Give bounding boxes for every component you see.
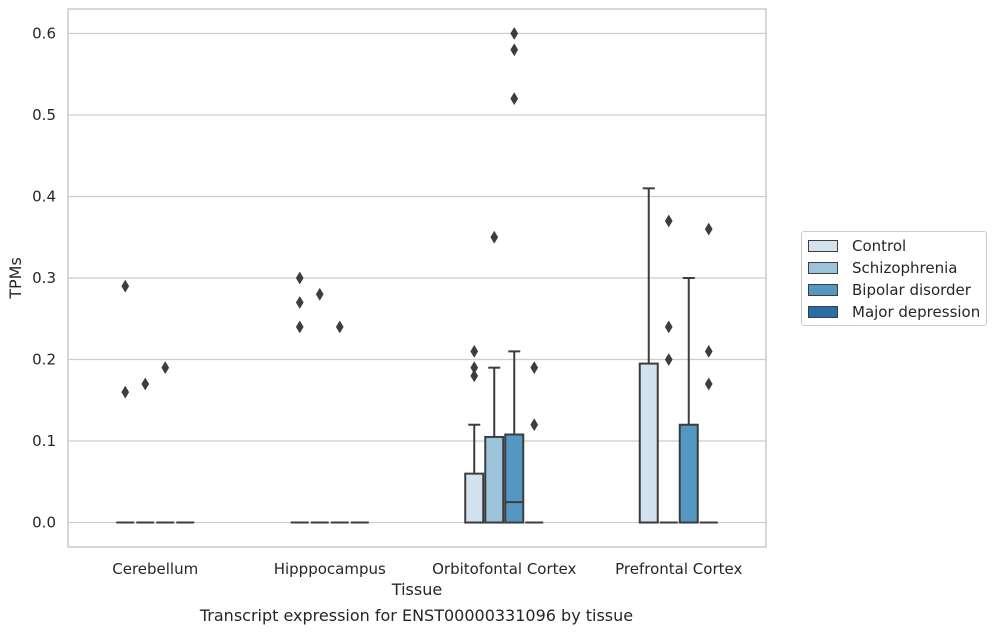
outlier-point (510, 43, 519, 57)
outlier-point (141, 377, 150, 391)
legend-item-major-depression: Major depression (808, 302, 980, 322)
plot-frame (67, 8, 767, 548)
box-2-0 (464, 423, 485, 524)
outlier-point (664, 353, 673, 367)
outlier-point (704, 377, 713, 391)
box-3-0 (638, 187, 659, 524)
legend-label: Major depression (852, 303, 981, 321)
legend-item-schizophrenia: Schizophrenia (808, 258, 957, 278)
outlier-point (470, 369, 479, 383)
outlier-point (335, 320, 344, 334)
outliers (121, 26, 713, 432)
y-axis-label: TPMs (6, 257, 25, 300)
box-body (504, 433, 525, 524)
outlier-point (470, 344, 479, 358)
legend-swatch (808, 306, 838, 318)
x-axis-label: Tissue (391, 580, 442, 599)
outlier-point (161, 361, 170, 375)
legend-swatch (808, 262, 838, 274)
x-tick-labels: Cerebellum Hipppocampus Orbitofontal Corte… (112, 560, 742, 578)
legend-item-bipolar: Bipolar disorder (808, 280, 971, 300)
legend-item-control: Control (808, 236, 906, 256)
box-body (638, 362, 659, 524)
y-tick-label: 0.3 (32, 269, 56, 287)
y-tick-label: 0.4 (32, 187, 56, 205)
legend-label: Bipolar disorder (852, 281, 971, 299)
box-3-2 (678, 277, 699, 524)
y-tick-label: 0.5 (32, 106, 56, 124)
x-tick-label: Hipppocampus (274, 560, 386, 578)
outlier-point (295, 271, 304, 285)
outlier-point (704, 222, 713, 236)
y-tick-label: 0.2 (32, 351, 56, 369)
legend-label: Control (852, 237, 907, 255)
box-2-2 (504, 350, 525, 524)
outlier-point (121, 385, 130, 399)
x-tick-label: Orbitofontal Cortex (432, 560, 576, 578)
outlier-point (510, 26, 519, 40)
x-tick-label: Cerebellum (112, 560, 198, 578)
legend: Control Schizophrenia Bipolar disorder M… (801, 231, 987, 326)
outlier-point (490, 230, 499, 244)
legend-swatch (808, 240, 838, 252)
box-body (464, 472, 485, 524)
box-body (678, 423, 699, 524)
y-tick-label: 0.0 (32, 514, 56, 532)
outlier-point (664, 214, 673, 228)
box-2-1 (484, 366, 505, 524)
outlier-point (295, 320, 304, 334)
boxes (116, 187, 718, 524)
outlier-point (510, 92, 519, 106)
chart-caption: Transcript expression for ENST0000033109… (199, 606, 634, 625)
grid-lines (68, 32, 766, 524)
outlier-point (530, 418, 539, 432)
box-body (484, 435, 505, 524)
x-tick-label: Prefrontal Cortex (615, 560, 742, 578)
legend-label: Schizophrenia (852, 259, 958, 277)
outlier-point (530, 361, 539, 375)
outlier-point (664, 320, 673, 334)
outlier-point (121, 279, 130, 293)
outlier-point (295, 295, 304, 309)
y-tick-label: 0.1 (32, 432, 56, 450)
outlier-point (704, 344, 713, 358)
outlier-point (315, 287, 324, 301)
legend-swatch (808, 284, 838, 296)
y-tick-label: 0.6 (32, 24, 56, 42)
y-tick-labels: 0.0 0.1 0.2 0.3 0.4 0.5 0.6 (32, 24, 56, 531)
